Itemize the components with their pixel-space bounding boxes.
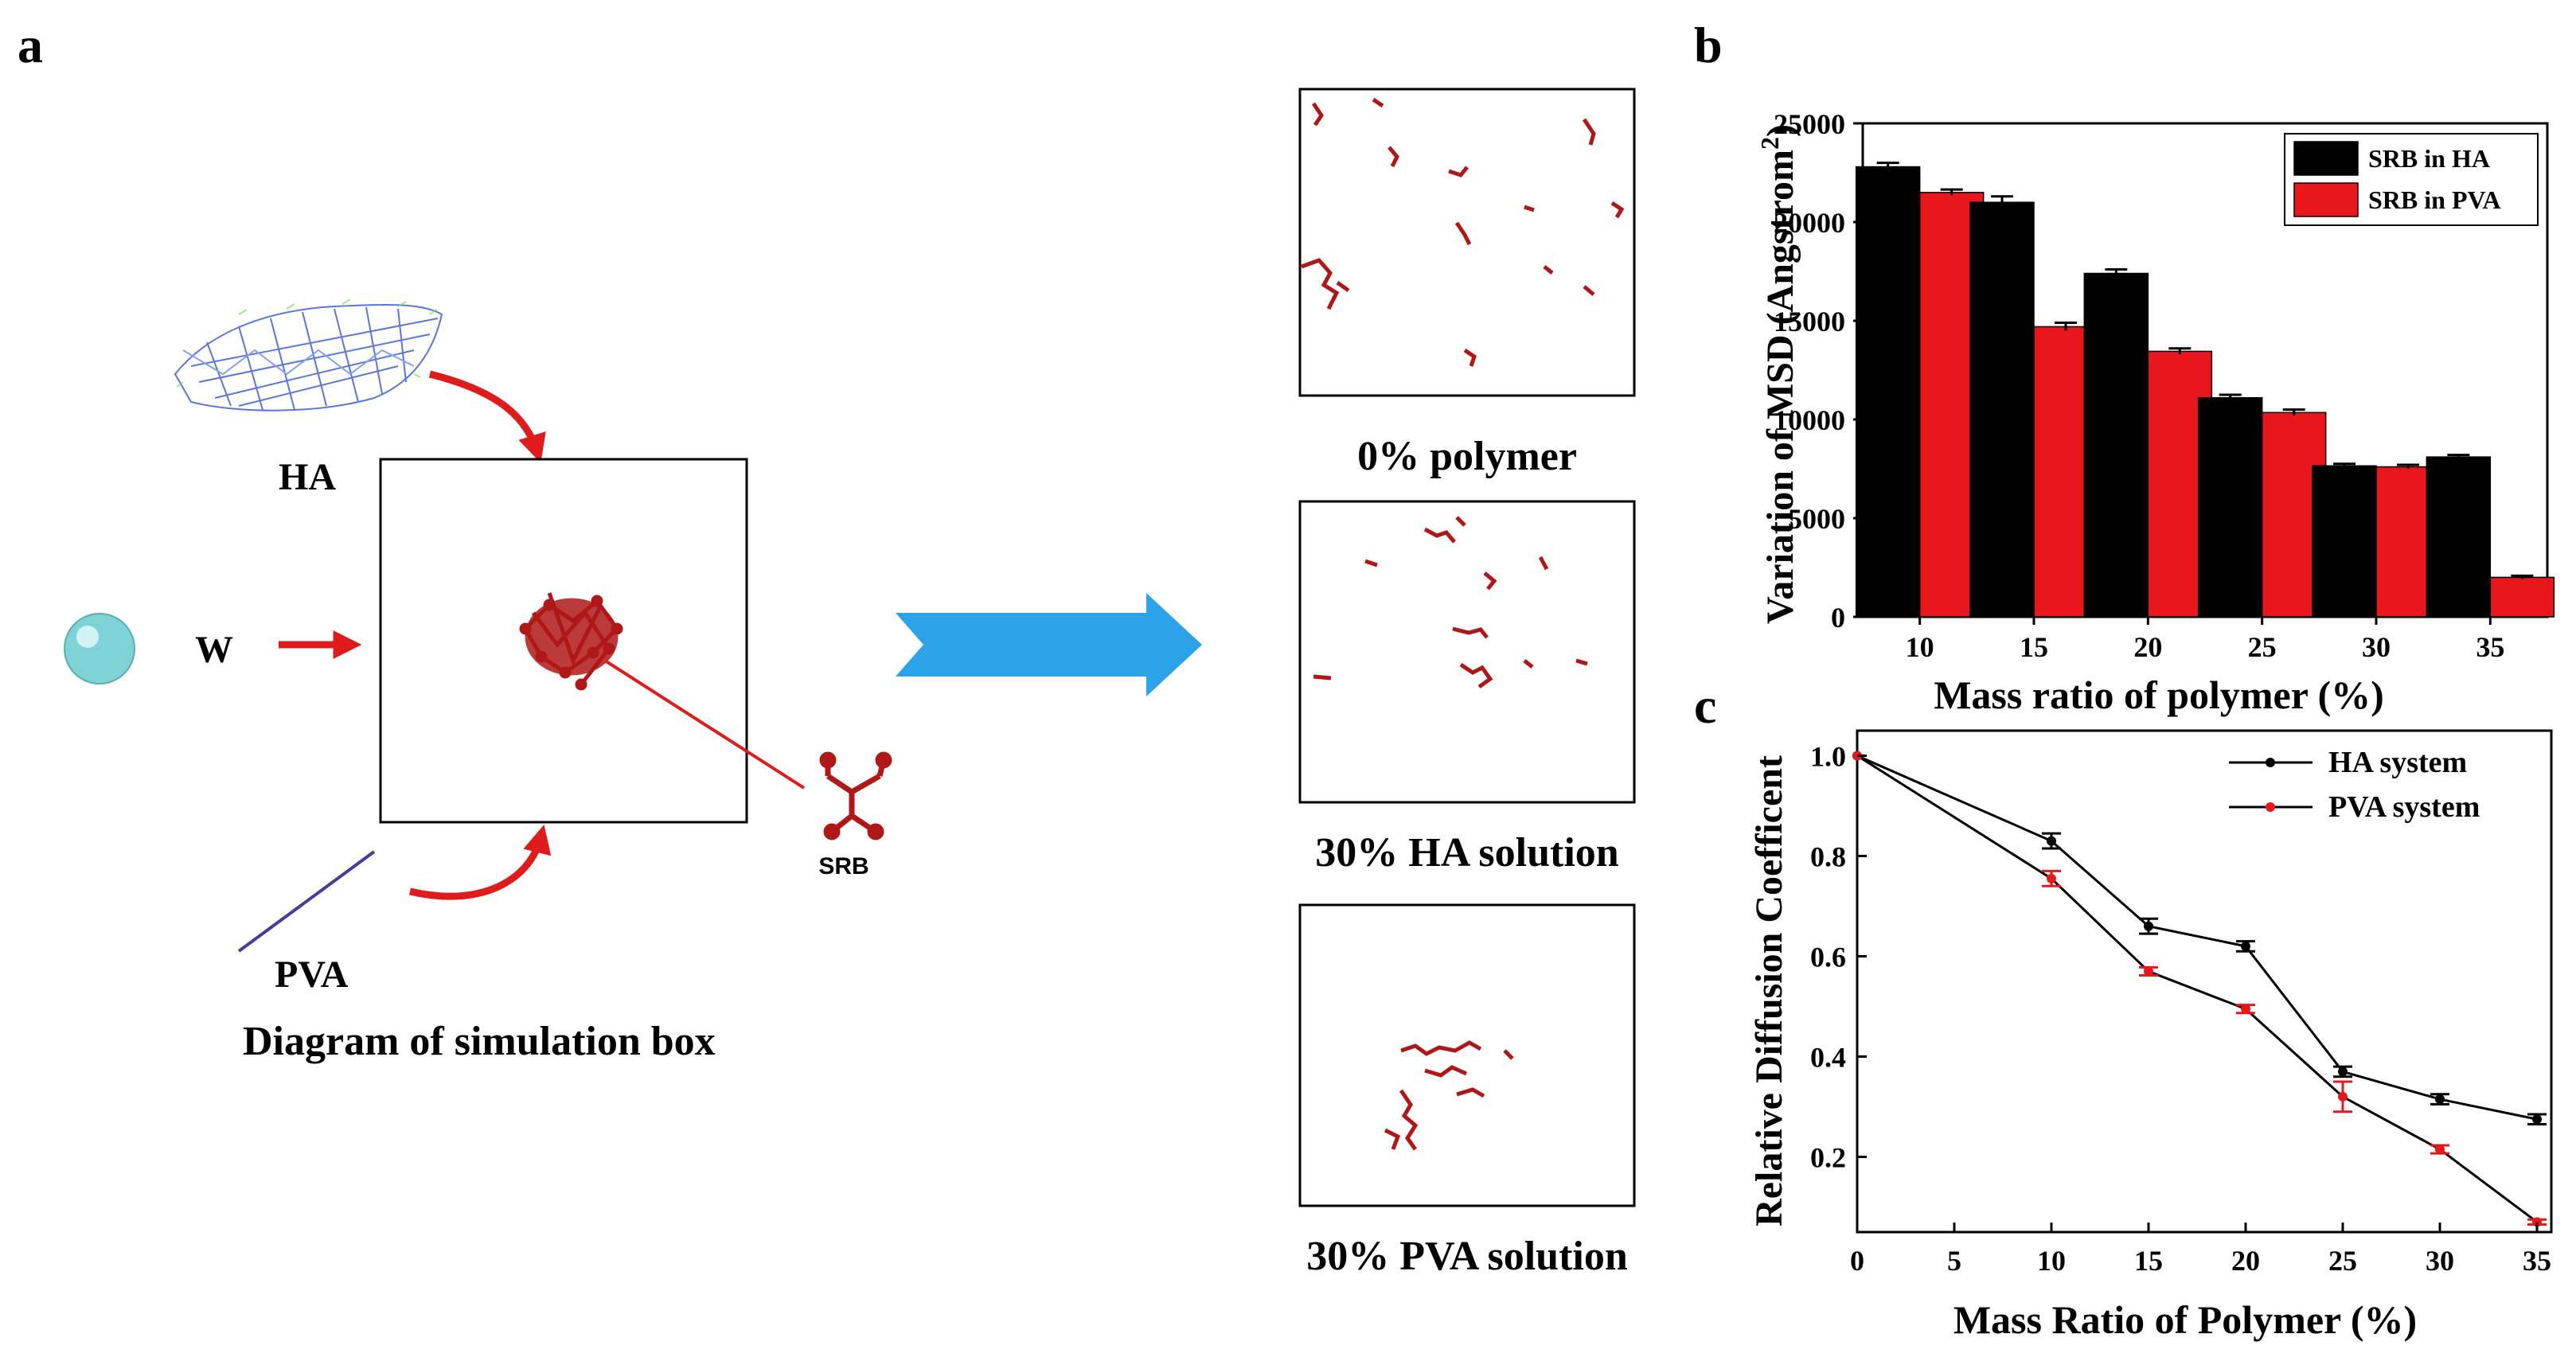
line-chart-x-tick-label: 10 xyxy=(2037,1245,2066,1277)
w-label: W xyxy=(195,629,233,671)
water-bead-icon xyxy=(64,613,135,684)
line-chart-x-tick-label: 0 xyxy=(1850,1245,1864,1277)
line-point-ha-25 xyxy=(2338,1067,2348,1077)
bar-legend-swatch-ha xyxy=(2293,141,2359,176)
line-chart-y-ticks: 0.2 0.4 0.6 0.8 1.0 xyxy=(1810,741,1867,1174)
bar-chart-y-tick-label: 25000 xyxy=(1774,108,1845,140)
line-point-ha-20 xyxy=(2241,941,2250,951)
bar-chart-y-label: Variation of MSD (Angstrom2) xyxy=(1755,124,1801,624)
srb-label: SRB xyxy=(818,853,868,879)
bar-chart-y-tick-label: 10000 xyxy=(1774,404,1845,436)
bar-chart-x-ticks: 10 15 20 25 30 35 xyxy=(1906,617,2504,663)
line-legend-marker-pva xyxy=(2266,802,2275,812)
ha-arrow xyxy=(428,370,546,463)
line-point-pva-10 xyxy=(2047,873,2056,883)
bar-chart-y-ticks: 0 5000 10000 15000 20000 25000 xyxy=(1774,108,1863,634)
line-chart-x-label: Mass Ratio of Polymer (%) xyxy=(1953,1297,2417,1342)
diagram-caption: Diagram of simulation box xyxy=(243,1019,716,1064)
line-chart-y-tick-label: 0.8 xyxy=(1810,841,1846,873)
line-chart-series xyxy=(1852,751,2547,1227)
line-point-ha-15 xyxy=(2144,921,2153,931)
line-point-pva-15 xyxy=(2144,966,2153,977)
snapshot-caption-30-pva: 30% PVA solution xyxy=(1306,1234,1628,1279)
bar-ha-25 xyxy=(2197,396,2263,618)
line-chart-y-tick-label: 0.6 xyxy=(1810,942,1846,973)
snapshot-30-ha xyxy=(1298,500,1636,804)
bar-ha-35 xyxy=(2426,456,2492,618)
line-chart-x-tick-label: 20 xyxy=(2231,1245,2260,1277)
line-chart-x-ticks: 0 5 10 15 20 25 30 35 xyxy=(1850,1223,2551,1277)
water-bead-highlight xyxy=(76,626,99,648)
bar-chart-y-tick-label: 20000 xyxy=(1774,207,1845,239)
line-chart-y-tick-label: 1.0 xyxy=(1810,741,1846,773)
line-chart-x-tick-label: 15 xyxy=(2134,1245,2163,1277)
bar-ha-20 xyxy=(2083,272,2149,618)
line-point-pva-35 xyxy=(2532,1217,2542,1227)
panel-b: b 0 5000 10000 15000 20000 25000 10 15 20 25 30 35… xyxy=(1694,17,2555,717)
line-chart-y-tick-label: 0.4 xyxy=(1810,1042,1846,1074)
panel-label-a: a xyxy=(18,17,43,73)
panel-label-c: c xyxy=(1694,677,1716,734)
line-chart-frame xyxy=(1856,729,2553,1234)
bar-chart-x-tick-label: 10 xyxy=(1906,631,1934,663)
ha-molecule-image xyxy=(174,303,443,411)
line-point-ha-35 xyxy=(2532,1114,2542,1125)
line-chart-x-tick-label: 25 xyxy=(2328,1245,2357,1277)
snapshot-caption-0: 0% polymer xyxy=(1357,434,1577,479)
ha-hydrogen-dashes xyxy=(176,298,437,388)
line-chart-x-tick-label: 30 xyxy=(2426,1245,2454,1277)
bar-pva-35 xyxy=(2489,576,2555,618)
bar-legend-swatch-pva xyxy=(2293,182,2359,217)
line-chart-axes xyxy=(1856,729,2553,1234)
panel-label-b: b xyxy=(1694,17,1723,73)
line-chart-x-tick-label: 5 xyxy=(1947,1245,1961,1277)
line-legend-marker-ha xyxy=(2266,758,2275,767)
bar-ha-10 xyxy=(1855,166,1921,618)
snapshot-30-pva xyxy=(1298,903,1636,1207)
bar-chart-x-tick-label: 20 xyxy=(2133,631,2162,663)
line-point-ha-10 xyxy=(2047,836,2056,846)
srb-molecule-image xyxy=(819,751,892,840)
srb-cluster xyxy=(519,592,623,691)
bar-chart-y-tick-label: 15000 xyxy=(1774,306,1845,337)
line-chart-legend: HA system PVA system xyxy=(2229,746,2480,824)
pva-label: PVA xyxy=(275,954,349,996)
pva-chain-line xyxy=(237,850,376,953)
line-point-ha-30 xyxy=(2435,1094,2445,1105)
line-chart-y-label: Relative Diffusion Coefficent xyxy=(1748,755,1790,1227)
snapshot-caption-30-ha: 30% HA solution xyxy=(1315,830,1618,876)
line-chart-y-tick-label: 0.2 xyxy=(1810,1142,1846,1174)
bar-legend-label-ha: SRB in HA xyxy=(2368,144,2490,173)
ha-label: HA xyxy=(279,456,336,498)
bar-legend-label-pva: SRB in PVA xyxy=(2368,185,2501,214)
bar-chart-legend: SRB in HA SRB in PVA xyxy=(2284,133,2539,226)
line-legend-label-ha: HA system xyxy=(2328,746,2467,779)
bar-ha-15 xyxy=(1969,201,2035,618)
line-legend-label-pva: PVA system xyxy=(2328,790,2480,824)
transition-arrow xyxy=(896,593,1202,696)
line-point-pva-25 xyxy=(2338,1091,2348,1102)
snapshot-0-polymer xyxy=(1298,88,1636,397)
bar-chart-bars xyxy=(1855,162,2555,618)
bar-chart-x-tick-label: 15 xyxy=(2020,631,2048,663)
panel-c: c 0.2 0.4 0.6 0.8 1.0 0 5 10 15 20 25 30 35 Mass Ra… xyxy=(1694,677,2553,1342)
pva-arrow xyxy=(408,825,552,900)
line-point-pva-20 xyxy=(2241,1004,2250,1014)
bar-chart-y-tick-label: 0 xyxy=(1831,602,1845,634)
bar-chart-y-tick-label: 5000 xyxy=(1788,503,1845,535)
bar-chart-x-label: Mass ratio of polymer (%) xyxy=(1934,673,2384,717)
line-series-pva xyxy=(1856,755,2538,1223)
line-point-pva-30 xyxy=(2435,1145,2445,1155)
bar-chart-x-tick-label: 25 xyxy=(2248,631,2277,663)
line-chart-x-tick-label: 35 xyxy=(2523,1245,2551,1277)
bar-ha-30 xyxy=(2312,465,2377,618)
srb-pointer-line xyxy=(603,659,806,790)
panel-a: a HA xyxy=(18,17,1636,1279)
bar-chart-x-tick-label: 35 xyxy=(2476,631,2504,663)
bar-chart-x-tick-label: 30 xyxy=(2362,631,2391,663)
